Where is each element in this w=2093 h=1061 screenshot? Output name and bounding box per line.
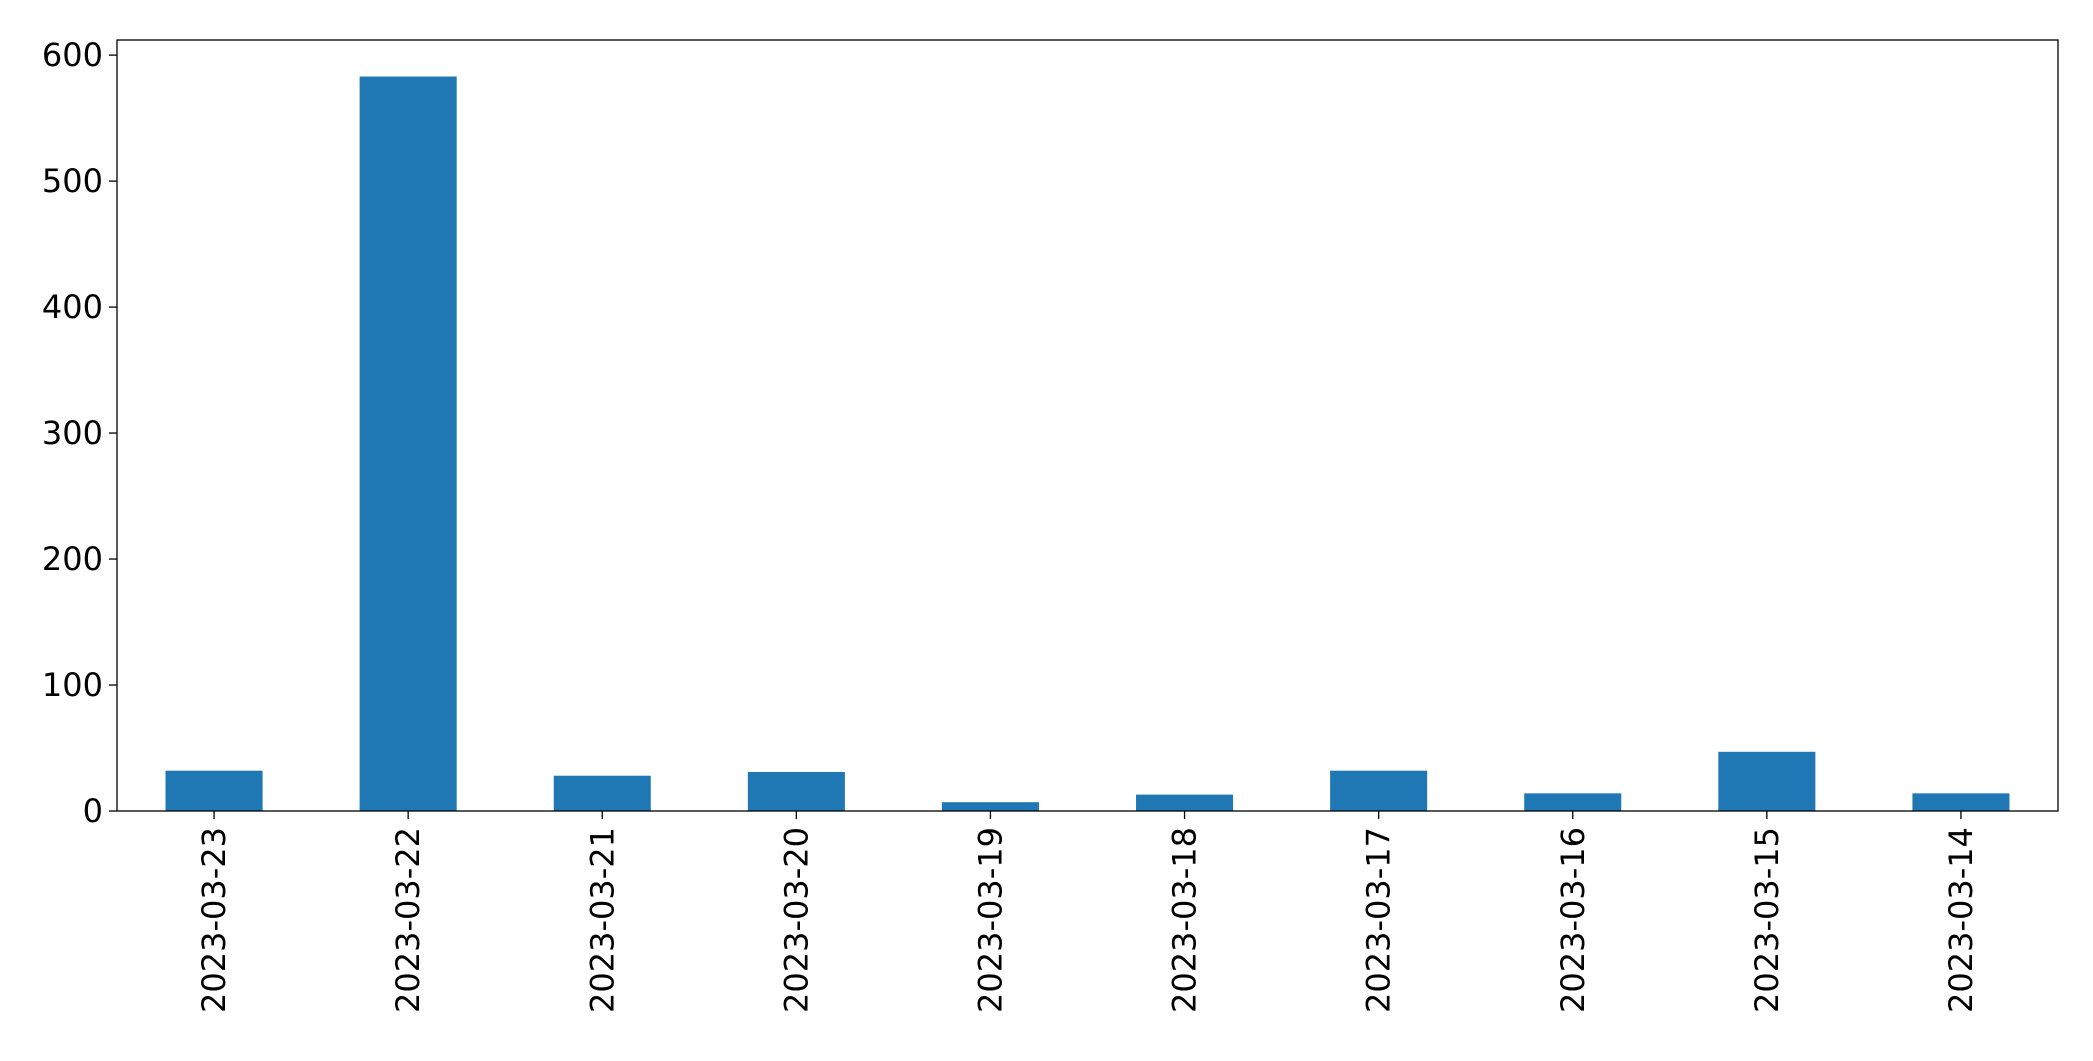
x-tick-label: 2023-03-17 [1360,827,1398,1013]
y-tick-label: 100 [42,666,103,704]
x-tick-label: 2023-03-14 [1942,827,1980,1013]
x-tick-label: 2023-03-20 [777,827,815,1013]
y-tick-label: 200 [42,540,103,578]
x-tick-label: 2023-03-16 [1554,827,1592,1013]
y-tick-label: 0 [83,792,103,830]
y-tick-label: 600 [42,36,103,74]
bar-2023-03-18 [1136,794,1234,811]
axes-frame [116,39,2059,812]
bar-2023-03-16 [1524,793,1622,811]
bar-2023-03-22 [359,76,457,812]
bar-2023-03-15 [1718,751,1816,811]
y-tick-label: 400 [42,288,103,326]
y-tick-label: 300 [42,414,103,452]
bars-group [165,76,2010,812]
x-tick-label: 2023-03-19 [971,827,1009,1013]
x-tick-label: 2023-03-23 [195,827,233,1013]
bar-2023-03-19 [941,802,1039,811]
y-axis-ticks: 0 100 200 300 400 500 600 [42,36,117,830]
y-tick-label: 500 [42,162,103,200]
x-tick-label: 2023-03-21 [583,827,621,1013]
bar-2023-03-17 [1330,770,1428,811]
bar-2023-03-23 [165,770,263,811]
bar-2023-03-14 [1912,793,2010,811]
bar-2023-03-20 [747,771,845,811]
bar-2023-03-21 [553,775,651,811]
x-tick-label: 2023-03-18 [1166,827,1204,1013]
x-tick-label: 2023-03-22 [389,827,427,1013]
x-axis-ticks: 2023-03-23 2023-03-22 2023-03-21 2023-03-20… [195,811,1980,1013]
x-tick-label: 2023-03-15 [1748,827,1786,1013]
